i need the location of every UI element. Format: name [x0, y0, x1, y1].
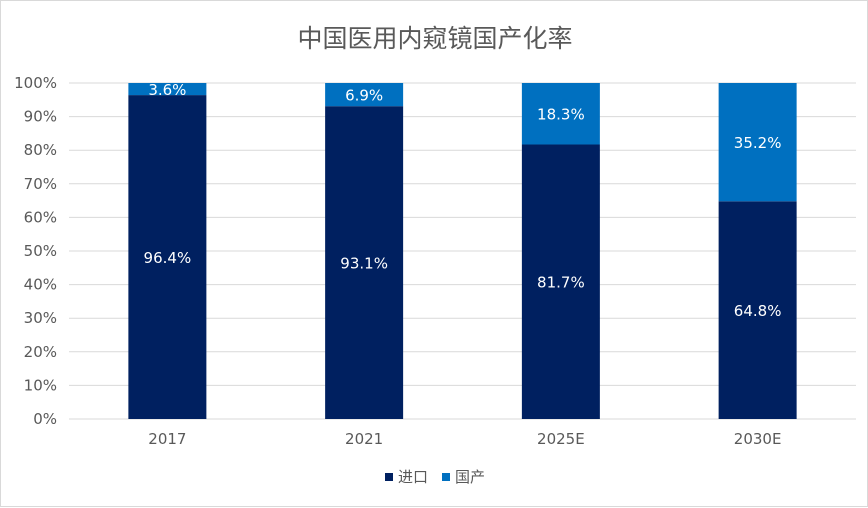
- legend-label-import: 进口: [397, 468, 428, 486]
- y-tick-label: 70%: [24, 175, 57, 193]
- bar-segment: [325, 83, 404, 107]
- x-tick-label: 2025E: [537, 430, 585, 448]
- legend-swatch-domestic: [442, 472, 450, 481]
- bar-segment: [128, 83, 207, 96]
- x-tick-label: 2030E: [734, 430, 782, 448]
- x-tick-label: 2017: [148, 430, 186, 448]
- y-tick-label: 90%: [24, 108, 57, 126]
- data-label: 64.8%: [734, 302, 782, 320]
- data-label: 3.6%: [148, 81, 186, 99]
- bar-segment: [718, 83, 797, 202]
- bar-segment: [325, 106, 404, 420]
- chart-title: 中国医用内窥镜国产化率: [297, 24, 573, 53]
- legend-label-domestic: 国产: [455, 468, 486, 486]
- y-tick-label: 100%: [14, 74, 57, 92]
- y-tick-label: 20%: [24, 343, 57, 361]
- legend-item-import: 进口: [384, 466, 428, 487]
- legend-swatch-import: [384, 472, 393, 481]
- chart-legend: 进口 国产: [1, 466, 868, 487]
- data-label: 96.4%: [144, 249, 192, 267]
- data-label: 81.7%: [537, 274, 585, 292]
- data-label: 6.9%: [345, 87, 383, 105]
- y-tick-label: 60%: [24, 208, 57, 226]
- y-tick-label: 0%: [33, 410, 57, 428]
- bar-segment: [521, 144, 600, 419]
- y-tick-label: 40%: [24, 276, 57, 294]
- data-label: 18.3%: [537, 106, 585, 124]
- x-tick-label: 2021: [345, 430, 383, 448]
- legend-item-domestic: 国产: [442, 466, 485, 487]
- data-label: 93.1%: [340, 255, 388, 273]
- data-label: 35.2%: [734, 134, 782, 152]
- y-tick-label: 50%: [24, 242, 57, 260]
- y-tick-label: 10%: [24, 376, 57, 394]
- bar-segment: [521, 83, 600, 145]
- bar-segment: [128, 95, 207, 419]
- y-tick-label: 80%: [24, 141, 57, 159]
- bar-segment: [718, 201, 797, 419]
- y-tick-label: 30%: [24, 309, 57, 327]
